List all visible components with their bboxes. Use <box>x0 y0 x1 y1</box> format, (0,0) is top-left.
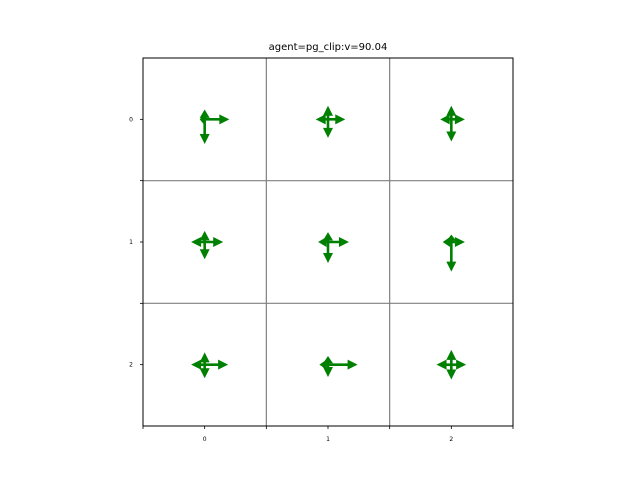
arrow-down-r2-c2 <box>446 364 457 380</box>
cell-arrows-r0-c1 <box>315 105 346 138</box>
arrow-right-r0-c2 <box>451 114 465 125</box>
arrow-right-r2-c1 <box>328 359 358 370</box>
cell-arrows-r2-c0 <box>191 352 229 379</box>
x-tick-label-0: 0 <box>203 436 207 443</box>
cell-arrows-r0-c0 <box>199 109 230 144</box>
arrow-up-r0-c2 <box>446 105 457 120</box>
arrow-right-r2-c2 <box>451 359 467 370</box>
arrow-right-r1-c0 <box>204 237 224 247</box>
arrow-right-r1-c2 <box>451 237 465 247</box>
y-tick-label-2: 2 <box>129 362 133 369</box>
cell-arrows-r1-c2 <box>442 234 465 272</box>
arrow-left-r2-c0 <box>191 359 205 370</box>
y-tick-label-1: 1 <box>129 239 133 246</box>
arrow-down-r0-c0 <box>199 119 210 144</box>
arrow-down-r1-c1 <box>323 242 333 263</box>
arrow-right-r2-c0 <box>204 359 229 370</box>
cell-arrows-r2-c2 <box>436 349 467 380</box>
arrow-left-r1-c0 <box>191 237 205 247</box>
cell-arrows-r0-c2 <box>440 105 465 142</box>
chart-title: agent=pg_clip:v=90.04 <box>269 42 388 53</box>
y-tick-label-0: 0 <box>129 116 133 123</box>
arrow-left-r1-c1 <box>318 237 328 247</box>
arrow-left-r0-c0 <box>199 114 205 125</box>
arrow-left-r0-c1 <box>315 114 328 125</box>
arrow-down-r2-c0 <box>199 364 210 379</box>
arrow-left-r2-c2 <box>436 359 452 370</box>
cell-arrows-r2-c1 <box>319 356 358 377</box>
cell-arrows-r1-c1 <box>318 232 349 263</box>
arrow-right-r0-c1 <box>328 114 346 125</box>
arrow-down-r0-c1 <box>323 119 333 138</box>
arrow-down-r1-c0 <box>199 242 210 260</box>
arrow-up-r2-c0 <box>199 352 210 365</box>
arrow-down-r1-c2 <box>446 242 457 272</box>
arrow-up-r0-c1 <box>323 105 333 120</box>
grid-lines <box>143 58 513 426</box>
arrow-left-r2-c1 <box>319 359 328 370</box>
arrow-right-r1-c1 <box>328 237 349 247</box>
arrow-left-r1-c2 <box>442 237 452 247</box>
cell-arrows-r1-c0 <box>191 230 224 260</box>
arrow-right-r0-c0 <box>204 114 230 125</box>
axis-ticks: 0 1 2 0 1 2 <box>129 116 514 443</box>
arrow-up-r2-c2 <box>446 349 457 365</box>
arrow-left-r0-c2 <box>440 114 452 125</box>
x-tick-label-1: 1 <box>326 436 330 443</box>
arrow-up-r1-c0 <box>199 230 210 242</box>
arrow-layer <box>191 105 467 380</box>
arrow-down-r0-c2 <box>446 119 457 142</box>
x-tick-label-2: 2 <box>449 436 453 443</box>
